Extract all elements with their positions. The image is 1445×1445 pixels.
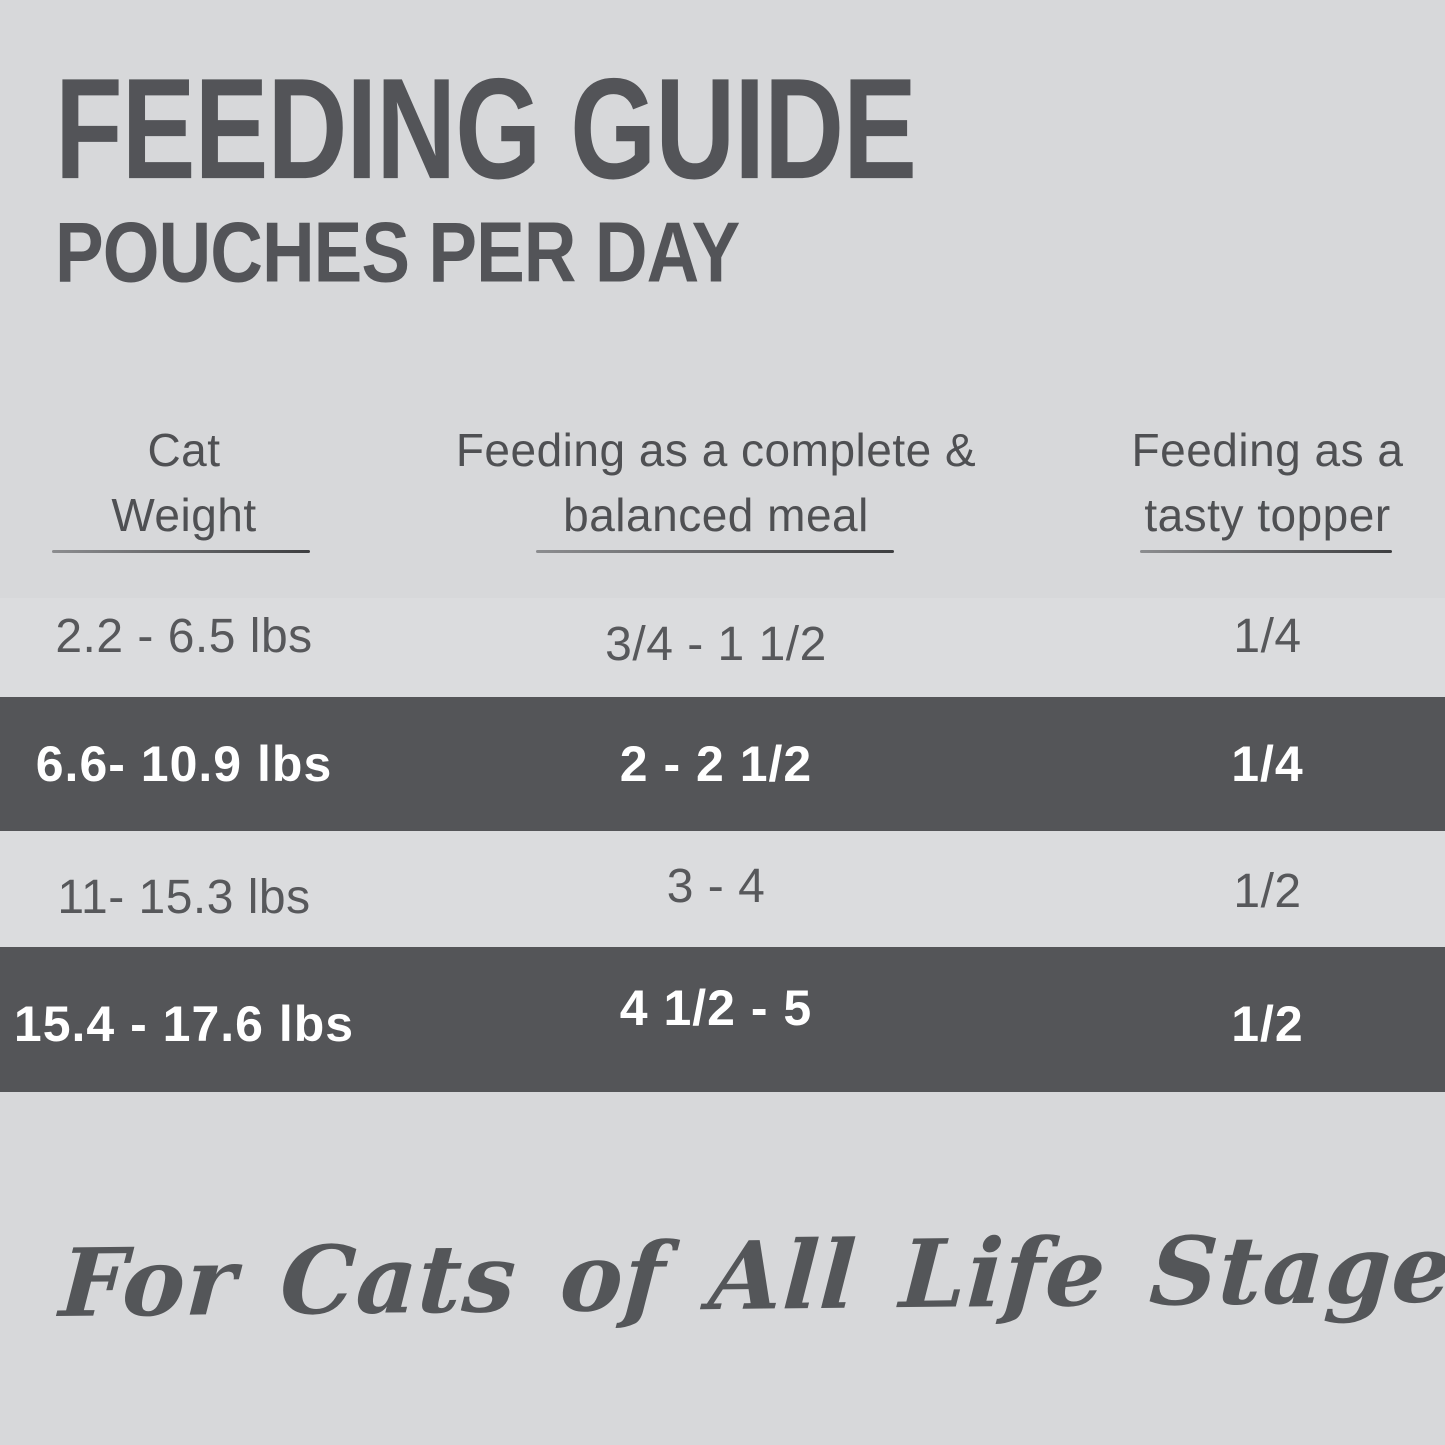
cell-tasty-topper: 1/4 xyxy=(1231,736,1304,792)
cell-complete-meal: 2 - 2 1/2 xyxy=(619,736,813,792)
column-header-tasty-topper: Feeding as a tasty topper xyxy=(1090,418,1445,548)
cell-tasty-topper: 1/2 xyxy=(1233,864,1302,918)
page-title: FEEDING GUIDE xyxy=(55,48,917,209)
column-header-line: Cat xyxy=(147,424,221,476)
header-underline xyxy=(1140,550,1392,553)
column-header-line: Feeding as a complete & xyxy=(455,424,977,476)
column-header-cat-weight: Cat Weight xyxy=(0,418,368,548)
page-subtitle: POUCHES PER DAY xyxy=(55,205,740,301)
table-row: 2.2 - 6.5 lbs 3/4 - 1 1/2 1/4 xyxy=(0,598,1445,697)
cell-tasty-topper: 1/4 xyxy=(1233,610,1302,663)
tagline-all-life-stages: For Cats of All Life Stages xyxy=(56,1213,1445,1340)
column-header-line: tasty topper xyxy=(1144,489,1391,541)
cell-complete-meal: 3 - 4 xyxy=(666,859,766,913)
cell-complete-meal: 3/4 - 1 1/2 xyxy=(605,618,827,671)
cell-complete-meal: 4 1/2 - 5 xyxy=(619,979,813,1036)
cell-cat-weight: 6.6- 10.9 lbs xyxy=(35,736,333,792)
column-header-line: balanced meal xyxy=(563,489,869,541)
column-header-complete-meal: Feeding as a complete & balanced meal xyxy=(390,418,1042,548)
cell-cat-weight: 15.4 - 17.6 lbs xyxy=(13,995,355,1052)
header-underline xyxy=(536,550,894,553)
header-underline xyxy=(52,550,310,553)
cell-cat-weight: 2.2 - 6.5 lbs xyxy=(55,610,313,663)
table-row: 11- 15.3 lbs 3 - 4 1/2 xyxy=(0,831,1445,947)
table-row-highlighted: 15.4 - 17.6 lbs 4 1/2 - 5 1/2 xyxy=(0,947,1445,1092)
column-header-line: Feeding as a xyxy=(1131,424,1404,476)
column-header-line: Weight xyxy=(111,489,257,541)
table-row-highlighted: 6.6- 10.9 lbs 2 - 2 1/2 1/4 xyxy=(0,697,1445,831)
cell-tasty-topper: 1/2 xyxy=(1231,995,1304,1052)
cell-cat-weight: 11- 15.3 lbs xyxy=(57,870,311,924)
